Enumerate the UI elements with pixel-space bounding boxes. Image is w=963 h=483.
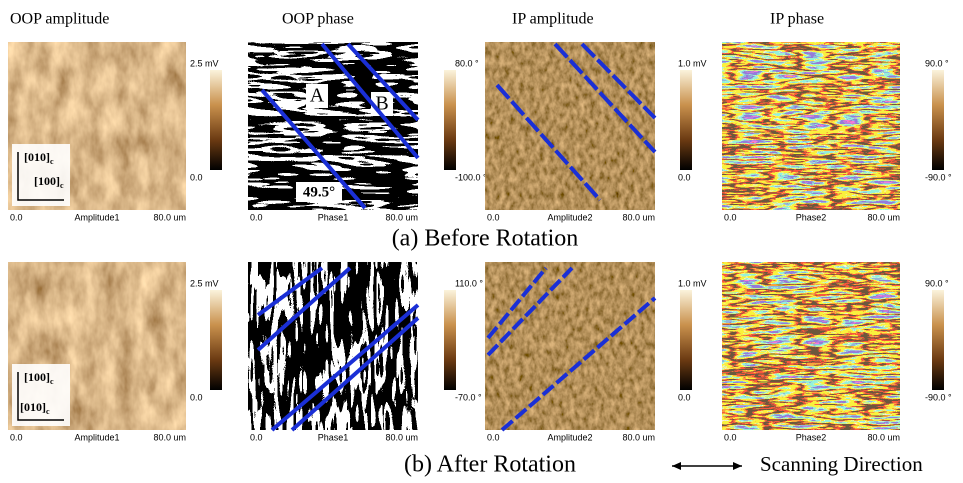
scale-min: -90.0 ° bbox=[925, 392, 952, 402]
afm-image bbox=[722, 42, 900, 210]
caption: (b) After Rotation bbox=[404, 452, 576, 478]
direction-label: [010]c bbox=[24, 150, 54, 166]
channel: Phase2 bbox=[796, 432, 827, 442]
channel: Amplitude1 bbox=[74, 432, 119, 442]
scale-max: 1.0 mV bbox=[678, 58, 707, 68]
axis-end: 80.0 um bbox=[153, 212, 186, 222]
subscript: c bbox=[50, 157, 54, 166]
column-title: IP amplitude bbox=[512, 11, 594, 28]
domain-walls bbox=[256, 42, 657, 432]
axis-start: 0.0 bbox=[10, 432, 23, 442]
channel: Amplitude2 bbox=[547, 212, 592, 222]
wall bbox=[553, 42, 657, 154]
label-bg bbox=[306, 84, 328, 108]
scale-min: 0.0 bbox=[678, 392, 691, 402]
wall bbox=[495, 83, 602, 202]
afm-image bbox=[485, 262, 655, 430]
subscript: c bbox=[60, 181, 64, 190]
channel: Amplitude1 bbox=[74, 212, 119, 222]
column-title: IP phase bbox=[770, 11, 824, 28]
wall bbox=[290, 316, 420, 432]
axis-start: 0.0 bbox=[724, 212, 737, 222]
colorbar bbox=[210, 70, 222, 170]
label-bg bbox=[296, 182, 342, 202]
scale-max: 2.5 mV bbox=[190, 278, 219, 288]
scale-min: -70.0 ° bbox=[455, 392, 482, 402]
caption: (a) Before Rotation bbox=[392, 226, 579, 252]
colorbar bbox=[444, 290, 456, 390]
axis-end: 80.0 um bbox=[867, 212, 900, 222]
direction-box bbox=[12, 364, 70, 426]
wall bbox=[260, 88, 367, 210]
axis-end: 80.0 um bbox=[867, 432, 900, 442]
colorbar bbox=[932, 290, 944, 390]
axis-end: 80.0 um bbox=[153, 432, 186, 442]
colorbar bbox=[680, 290, 692, 390]
axis-end: 80.0 um bbox=[385, 432, 418, 442]
direction-label: [100]c bbox=[24, 370, 54, 386]
wall bbox=[256, 266, 352, 352]
direction-arrows bbox=[17, 152, 64, 201]
column-title: OOP amplitude bbox=[10, 11, 109, 28]
angle-label: 49.5° bbox=[303, 184, 335, 200]
afm-image bbox=[722, 262, 900, 430]
direction-label: [010]c bbox=[20, 400, 50, 416]
channel: Amplitude2 bbox=[547, 432, 592, 442]
scale-min: 0.0 bbox=[190, 392, 203, 402]
scale-min: 0.0 bbox=[678, 172, 691, 182]
panels: OOP amplitude OOP phase IP amplitude IP pha… bbox=[8, 11, 952, 478]
channel: Phase1 bbox=[318, 432, 349, 442]
wall bbox=[346, 42, 420, 122]
domain-label: A bbox=[310, 85, 325, 107]
axis-start: 0.0 bbox=[250, 432, 263, 442]
colorbar bbox=[932, 70, 944, 170]
afm-image bbox=[485, 42, 655, 210]
colorbar bbox=[444, 70, 456, 170]
wall bbox=[256, 266, 324, 317]
axis-start: 0.0 bbox=[724, 432, 737, 442]
wall bbox=[486, 266, 574, 357]
subscript: c bbox=[46, 407, 50, 416]
colorbar bbox=[680, 70, 692, 170]
scale-min: -100.0 ° bbox=[455, 172, 487, 182]
scale-max: 90.0 ° bbox=[925, 58, 949, 68]
colorbar bbox=[210, 290, 222, 390]
direction: [010] bbox=[24, 150, 50, 164]
axis-start: 0.0 bbox=[10, 212, 23, 222]
scale-min: 0.0 bbox=[190, 172, 203, 182]
afm-image bbox=[248, 262, 418, 430]
direction: [100] bbox=[24, 370, 50, 384]
axis-end: 80.0 um bbox=[622, 212, 655, 222]
legend-text: Scanning Direction bbox=[760, 452, 923, 476]
direction: [100] bbox=[34, 174, 60, 188]
wall bbox=[580, 42, 657, 120]
column-title: OOP phase bbox=[282, 11, 354, 28]
axis-start: 0.0 bbox=[487, 432, 500, 442]
scale-max: 80.0 ° bbox=[455, 58, 479, 68]
scale-max: 2.5 mV bbox=[190, 58, 219, 68]
wall bbox=[270, 303, 420, 432]
channel: Phase1 bbox=[318, 212, 349, 222]
subscript: c bbox=[50, 377, 54, 386]
scale-min: -90.0 ° bbox=[925, 172, 952, 182]
wall bbox=[500, 296, 657, 432]
axis-start: 0.0 bbox=[487, 212, 500, 222]
axis-start: 0.0 bbox=[250, 212, 263, 222]
direction-arrows bbox=[17, 372, 64, 421]
axis-end: 80.0 um bbox=[622, 432, 655, 442]
direction: [010] bbox=[20, 400, 46, 414]
channel: Phase2 bbox=[796, 212, 827, 222]
direction-box bbox=[12, 144, 70, 206]
scale-max: 90.0 ° bbox=[925, 278, 949, 288]
scale-max: 1.0 mV bbox=[678, 278, 707, 288]
axis-end: 80.0 um bbox=[385, 212, 418, 222]
scale-max: 110.0 ° bbox=[455, 278, 483, 288]
wall bbox=[486, 266, 548, 340]
direction-label: [100]c bbox=[34, 174, 64, 190]
wall bbox=[320, 42, 420, 160]
